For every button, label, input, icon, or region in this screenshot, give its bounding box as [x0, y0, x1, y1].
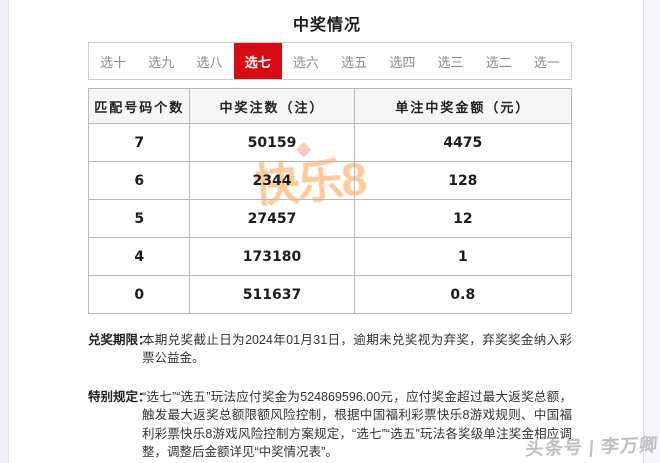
cell-matched-count: 6: [87, 161, 191, 200]
note-label: 特别规定：: [88, 390, 151, 405]
note-label: 兑奖期限：: [88, 333, 151, 347]
header-matched-count: 匹配号码个数: [87, 88, 191, 124]
table-row: 5 27457 12: [87, 199, 573, 238]
special-rules-note: 特别规定： “选七”“选五”玩法应付奖金为524869596.00元，应付奖金超…: [88, 388, 572, 461]
cell-prize-amount: 4475: [353, 123, 573, 162]
header-prize-amount: 单注中奖金额（元）: [353, 88, 573, 124]
cell-matched-count: 0: [87, 275, 191, 314]
table-row: 7 50159 4475: [87, 123, 573, 162]
tab-select-five[interactable]: 选五: [341, 54, 368, 70]
table-row: 0 511637 0.8: [87, 275, 573, 314]
cell-winning-bets: 27457: [189, 199, 355, 238]
cell-prize-amount: 12: [353, 199, 573, 238]
cell-matched-count: 7: [87, 123, 191, 162]
cell-prize-amount: 128: [353, 161, 573, 200]
page-left-gutter: [0, 0, 9, 463]
tab-select-six[interactable]: 选六: [292, 54, 319, 70]
header-winning-bets: 中奖注数（注）: [189, 88, 355, 124]
tab-select-four[interactable]: 选四: [389, 54, 416, 70]
cell-matched-count: 4: [87, 237, 191, 276]
cell-prize-amount: 1: [353, 237, 573, 276]
page-title: 中奖情况: [292, 17, 361, 34]
cell-winning-bets: 511637: [189, 275, 355, 314]
tab-select-nine[interactable]: 选九: [148, 54, 175, 70]
tab-select-seven-active[interactable]: 选七: [233, 43, 282, 79]
cell-winning-bets: 2344: [189, 161, 355, 200]
tab-select-two[interactable]: 选二: [485, 54, 512, 70]
redemption-deadline-note: 兑奖期限： 本期兑奖截止日为2024年01月31日，逾期未兑奖视为弃奖，弃奖奖金…: [88, 331, 572, 367]
cell-matched-count: 5: [87, 199, 191, 238]
game-type-tabbar: 选十 选九 选八 选七 选六 选五 选四 选三 选二 选一: [88, 42, 572, 80]
table-row: 4 173180 1: [87, 237, 573, 276]
prize-table: 匹配号码个数 中奖注数（注） 单注中奖金额（元） 7 50159 4475 6 …: [87, 88, 573, 314]
page-right-gutter: [643, 0, 660, 463]
cell-winning-bets: 173180: [189, 237, 355, 276]
tab-select-three[interactable]: 选三: [437, 54, 464, 70]
cell-winning-bets: 50159: [189, 123, 355, 162]
prize-info-section: 选十 选九 选八 选七 选六 选五 选四 选三 选二 选一 ◆ 快乐8 匹配号码…: [87, 42, 573, 461]
note-text: “选七”“选五”玩法应付奖金为524869596.00元，应付奖金超过最大返奖总…: [142, 390, 572, 459]
table-row: 6 2344 128: [87, 161, 573, 200]
cell-prize-amount: 0.8: [353, 275, 573, 314]
tab-select-ten[interactable]: 选十: [100, 54, 127, 70]
tab-select-eight[interactable]: 选八: [196, 54, 223, 70]
tab-select-one[interactable]: 选一: [533, 54, 560, 70]
note-text: 本期兑奖截止日为2024年01月31日，逾期未兑奖视为弃奖，弃奖奖金纳入彩票公益…: [142, 333, 572, 366]
prize-table-container: ◆ 快乐8 匹配号码个数 中奖注数（注） 单注中奖金额（元） 7 50159 4…: [87, 88, 573, 314]
table-header-row: 匹配号码个数 中奖注数（注） 单注中奖金额（元）: [87, 88, 573, 124]
